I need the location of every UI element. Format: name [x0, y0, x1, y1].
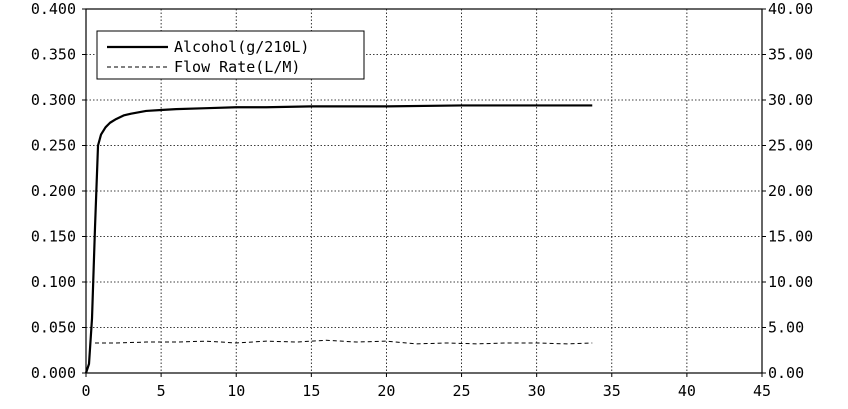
y-tick-label: 0.150: [31, 228, 76, 246]
y-tick-label: 0.200: [31, 182, 76, 200]
y-tick-label: 0.300: [31, 91, 76, 109]
legend-label-alcohol: Alcohol(g/210L): [174, 38, 309, 56]
x-tick-label: 15: [302, 382, 320, 400]
y-tick-label: 0.350: [31, 46, 76, 64]
x-tick-label: 0: [81, 382, 90, 400]
x-tick-label: 30: [528, 382, 546, 400]
y-axis-left-ticks: 0.000 0.050 0.100 0.150 0.200 0.250 0.300 0.350…: [31, 0, 86, 382]
legend-label-flow-rate: Flow Rate(L/M): [174, 58, 300, 76]
y2-tick-label: 5.00: [768, 319, 804, 337]
x-axis-ticks: 0 5 10 15 20 25 30 35 40 45: [81, 373, 771, 400]
series-line-flow-rate: [95, 339, 593, 345]
x-tick-label: 20: [377, 382, 395, 400]
y2-tick-label: 15.00: [768, 228, 813, 246]
y2-tick-label: 20.00: [768, 182, 813, 200]
y-tick-label: 0.400: [31, 0, 76, 18]
x-tick-label: 10: [227, 382, 245, 400]
legend: Alcohol(g/210L) Flow Rate(L/M): [96, 30, 365, 80]
x-tick-label: 25: [453, 382, 471, 400]
x-tick-label: 40: [678, 382, 696, 400]
y-tick-label: 0.100: [31, 273, 76, 291]
grid-layer: [86, 9, 762, 373]
series-layer: [84, 104, 593, 374]
y-axis-right-ticks: 0.00 5.00 10.00 15.00 20.00 25.00 30.00 35.00 40…: [762, 0, 813, 382]
y2-tick-label: 30.00: [768, 91, 813, 109]
series-line-alcohol: [84, 104, 593, 374]
x-tick-label: 45: [753, 382, 771, 400]
x-tick-label: 35: [603, 382, 621, 400]
y2-tick-label: 35.00: [768, 46, 813, 64]
y-tick-label: 0.000: [31, 364, 76, 382]
y-tick-label: 0.050: [31, 319, 76, 337]
y-tick-label: 0.250: [31, 137, 76, 155]
y2-tick-label: 0.00: [768, 364, 804, 382]
legend-box: [96, 30, 365, 80]
y2-tick-label: 10.00: [768, 273, 813, 291]
x-tick-label: 5: [157, 382, 166, 400]
y2-tick-label: 25.00: [768, 137, 813, 155]
y2-tick-label: 40.00: [768, 0, 813, 18]
